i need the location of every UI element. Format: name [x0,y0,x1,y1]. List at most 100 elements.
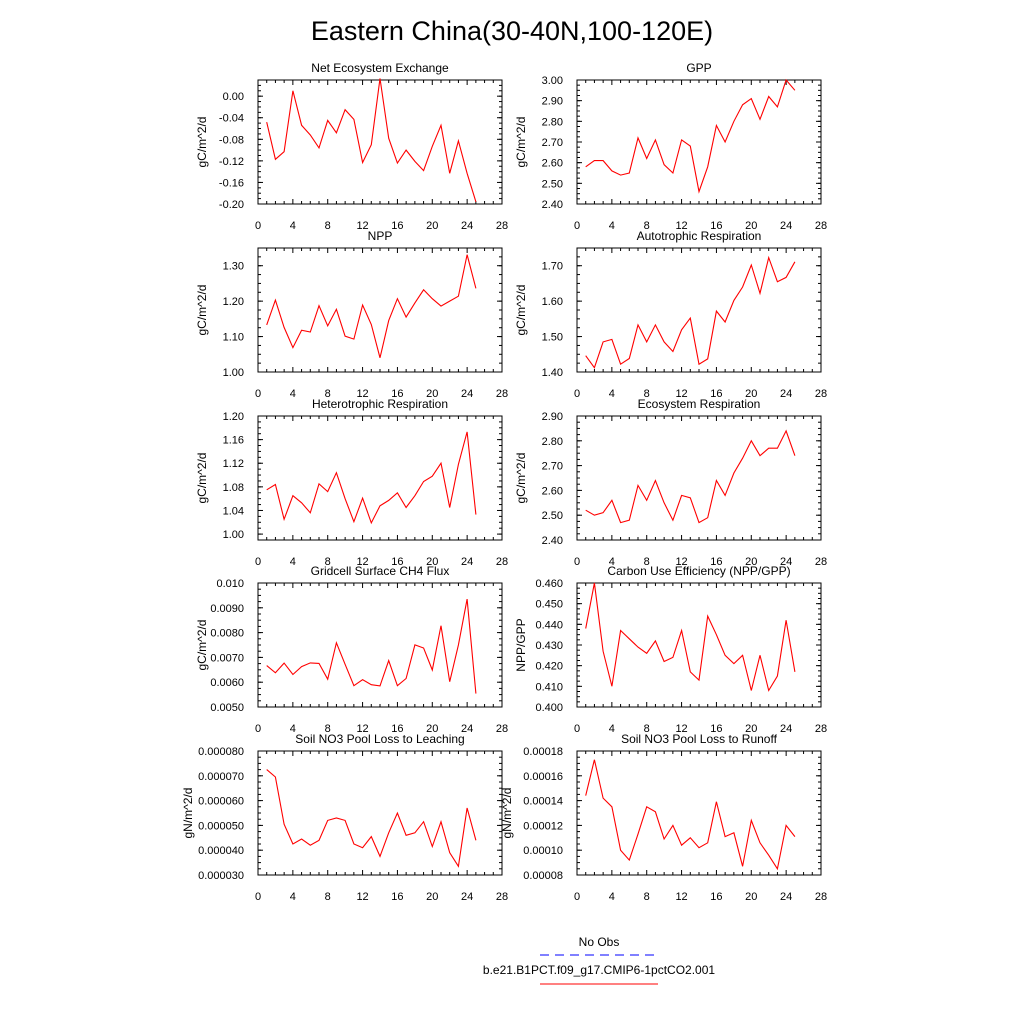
plot-frame [576,247,822,373]
x-tick-label: 12 [356,220,368,232]
x-tick-label: 8 [325,891,331,903]
x-tick-label: 28 [815,220,827,232]
y-tick-label: 0.000050 [198,820,244,832]
x-tick-label: 24 [780,723,792,735]
y-tick-label: 1.10 [223,332,244,344]
x-tick-label: 28 [815,723,827,735]
x-tick-label: 16 [391,723,403,735]
x-tick-label: 8 [325,723,331,735]
x-tick-label: 4 [290,723,296,735]
y-tick-label: 0.0060 [210,677,244,689]
y-tick-label: 0.000030 [198,870,244,882]
x-tick-label: 0 [574,556,580,568]
x-tick-label: 4 [609,556,615,568]
y-tick-label: 0.00012 [523,820,563,832]
y-tick-label: 2.60 [542,158,563,170]
y-tick-label: 0.000080 [198,746,244,758]
x-tick-label: 20 [426,891,438,903]
x-tick-label: 4 [290,556,296,568]
panels-group: 0 4 8 12 16 20 24 28 0.00 -0.04 -0.08 -0.12 -0.16 -0.… [181,61,827,903]
x-tick-label: 24 [780,891,792,903]
x-tick-label: 4 [609,220,615,232]
panel-soil-no3-pool-loss-to-leaching: 0 4 8 12 16 20 24 28 0.000080 0.000070 0.000060 0.0… [181,732,508,903]
series-line [585,582,796,692]
y-tick-label: 0.430 [535,640,563,652]
x-tick-label: 12 [356,723,368,735]
y-tick-label: 1.40 [542,367,563,379]
y-tick-label: 0.410 [535,681,563,693]
y-tick-label: 1.00 [223,367,244,379]
plot-frame [576,79,822,205]
x-tick-label: 20 [426,556,438,568]
y-tick-label: 2.80 [542,116,563,128]
y-tick-label: 0.0080 [210,628,244,640]
y-tick-label: 0.0070 [210,652,244,664]
x-tick-label: 0 [255,388,261,400]
y-tick-label: 2.80 [542,436,563,448]
y-axis-label: gC/m^2/d [195,620,209,671]
panel-title: Gridcell Surface CH4 Flux [311,564,450,578]
x-tick-label: 12 [356,556,368,568]
x-tick-label: 4 [290,220,296,232]
y-tick-label: 0.00010 [523,845,563,857]
x-tick-label: 12 [675,388,687,400]
x-tick-label: 24 [461,556,473,568]
y-tick-label: 1.70 [542,261,563,273]
panel-soil-no3-pool-loss-to-runoff: 0 4 8 12 16 20 24 28 0.00018 0.00016 0.00014 0.0001… [500,732,827,903]
x-tick-label: 24 [461,723,473,735]
x-tick-label: 0 [255,891,261,903]
y-tick-label: 1.04 [223,505,244,517]
y-tick-label: 1.50 [542,332,563,344]
legend-label-run: b.e21.B1PCT.f09_g17.CMIP6-1pctCO2.001 [483,963,715,977]
x-tick-label: 16 [391,220,403,232]
plot-frame [576,582,822,708]
y-tick-label: 1.20 [223,296,244,308]
y-axis-label: gN/m^2/d [181,788,195,839]
x-tick-label: 16 [710,556,722,568]
x-tick-label: 0 [255,220,261,232]
y-axis-label: gC/m^2/d [195,285,209,336]
x-tick-label: 24 [461,891,473,903]
y-tick-label: 1.20 [223,411,244,423]
y-axis-label: gC/m^2/d [195,453,209,504]
y-axis-label: gC/m^2/d [195,117,209,168]
x-tick-label: 0 [574,220,580,232]
y-tick-label: 0.00014 [523,796,563,808]
series-line [266,598,477,694]
series-line [266,78,477,202]
x-tick-label: 0 [574,723,580,735]
panel-heterotrophic-respiration: 0 4 8 12 16 20 24 28 1.20 1.16 1.12 1.08 1.04 1.00 Het… [195,397,508,568]
x-tick-label: 16 [391,891,403,903]
y-tick-label: 2.40 [542,199,563,211]
panel-title: NPP [368,229,393,243]
plot-frame [257,415,503,541]
y-tick-label: 2.60 [542,485,563,497]
x-tick-label: 20 [426,388,438,400]
y-axis-label: NPP/GPP [514,618,528,671]
panel-title: Net Ecosystem Exchange [311,61,449,75]
x-tick-label: 8 [325,556,331,568]
y-tick-label: -0.08 [219,134,244,146]
x-tick-label: 28 [496,556,508,568]
figure-title: Eastern China(30-40N,100-120E) [311,16,713,46]
panel-title: Soil NO3 Pool Loss to Leaching [295,732,464,746]
x-tick-label: 4 [609,388,615,400]
y-tick-label: 0.010 [216,578,244,590]
y-tick-label: 2.40 [542,535,563,547]
y-tick-label: 2.90 [542,411,563,423]
panel-npp: 0 4 8 12 16 20 24 28 1.30 1.20 1.10 1.00 NPP gC/m^2/d [195,229,508,400]
y-tick-label: 0.440 [535,619,563,631]
x-tick-label: 12 [356,891,368,903]
panel-title: Autotrophic Respiration [637,229,762,243]
x-tick-label: 16 [710,891,722,903]
x-tick-label: 28 [496,723,508,735]
y-tick-label: -0.20 [219,199,244,211]
y-tick-label: 0.0050 [210,702,244,714]
y-tick-label: 0.00 [223,91,244,103]
y-tick-label: 0.000060 [198,796,244,808]
y-tick-label: 0.0090 [210,603,244,615]
series-line [585,759,796,871]
x-tick-label: 0 [255,556,261,568]
x-tick-label: 20 [426,220,438,232]
y-axis-label: gC/m^2/d [514,117,528,168]
